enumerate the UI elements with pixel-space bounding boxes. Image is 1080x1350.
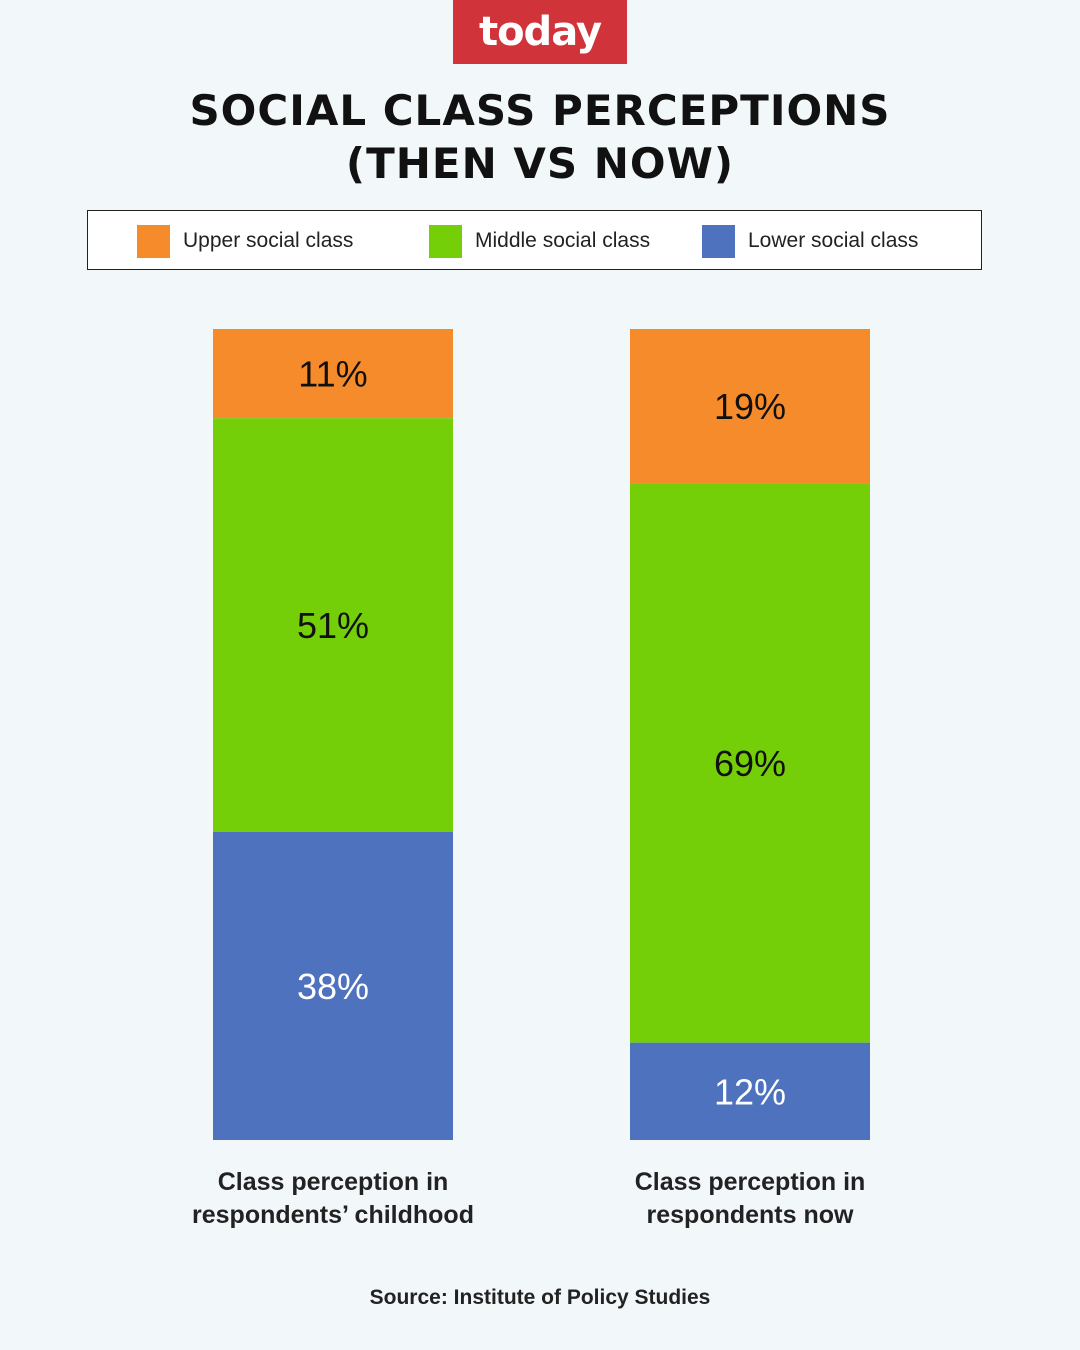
bar-segment-upper-1 [213,329,453,419]
brand-logo: today [453,0,627,64]
data-label-middle-1: 51% [297,605,369,646]
data-label-upper-1: 11% [298,354,367,395]
bar-segment-lower-2 [630,1042,870,1140]
chart-title-line-2: (THEN VS NOW) [345,139,735,188]
chart-legend: Upper social class Middle social class L… [87,210,982,270]
category-label-1-line-2: respondents’ childhood [192,1201,474,1229]
legend-item-upper: Upper social class [137,211,353,271]
bar-segment-middle-2 [630,483,870,1043]
legend-label-upper: Upper social class [183,229,354,252]
category-label-2-line-2: respondents now [647,1201,855,1229]
chart-title-line-1: SOCIAL CLASS PERCEPTIONS [189,86,891,135]
legend-swatch-middle [429,224,462,258]
category-label-2-line-1: Class perception in [635,1168,866,1196]
source-note: Source: Institute of Policy Studies [369,1286,711,1309]
data-label-lower-2: 12% [714,1071,786,1112]
legend-label-lower: Lower social class [748,229,919,252]
data-label-middle-2: 69% [714,743,786,784]
legend-item-lower: Lower social class [702,211,918,271]
legend-item-middle: Middle social class [429,211,650,271]
bar-segment-middle-1 [213,418,453,832]
data-label-upper-2: 19% [714,386,786,427]
category-label-1-line-1: Class perception in [218,1168,449,1196]
legend-swatch-lower [702,224,735,258]
bar-segment-lower-1 [213,831,453,1140]
legend-label-middle: Middle social class [475,229,651,252]
legend-swatch-upper [137,224,170,258]
bar-segment-upper-2 [630,329,870,484]
data-label-lower-1: 38% [297,966,369,1007]
stacked-bar-chart: 11% 51% 38% Class perception in respondents’… [192,329,870,1229]
